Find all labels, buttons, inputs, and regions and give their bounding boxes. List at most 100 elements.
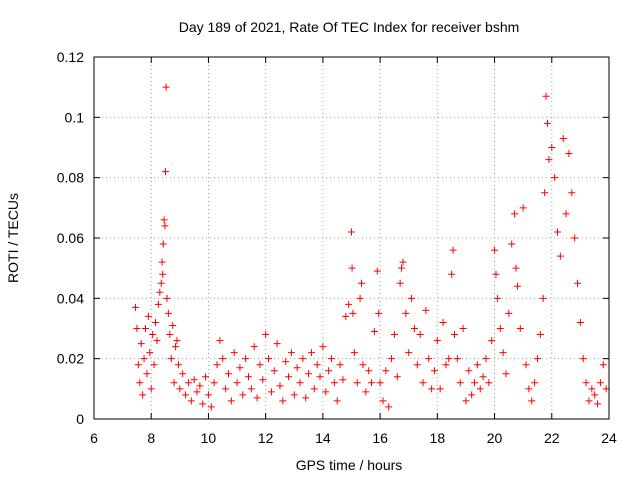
data-point bbox=[210, 379, 218, 387]
data-point bbox=[140, 355, 148, 363]
data-point bbox=[416, 331, 424, 339]
data-point bbox=[448, 270, 456, 278]
data-point bbox=[162, 83, 170, 91]
data-point bbox=[173, 337, 181, 345]
data-point bbox=[150, 361, 158, 369]
data-point bbox=[476, 385, 484, 393]
data-point bbox=[479, 373, 487, 381]
data-point bbox=[571, 234, 579, 242]
x-tick-label: 6 bbox=[90, 430, 98, 446]
data-point bbox=[139, 391, 147, 399]
data-point bbox=[596, 379, 604, 387]
data-point bbox=[493, 294, 501, 302]
data-point bbox=[166, 331, 174, 339]
data-point bbox=[436, 385, 444, 393]
data-point bbox=[356, 294, 364, 302]
data-point bbox=[325, 367, 333, 375]
x-tick-label: 16 bbox=[372, 430, 388, 446]
data-point bbox=[513, 282, 521, 290]
data-point bbox=[144, 312, 152, 320]
data-point bbox=[193, 388, 201, 396]
data-point bbox=[449, 246, 457, 254]
chart-title: Day 189 of 2021, Rate Of TEC Index for r… bbox=[179, 19, 520, 35]
data-point bbox=[485, 379, 493, 387]
data-point bbox=[459, 325, 467, 332]
data-point bbox=[245, 373, 252, 381]
data-point bbox=[273, 340, 281, 348]
data-point bbox=[236, 364, 244, 372]
data-point bbox=[525, 385, 533, 393]
data-point bbox=[556, 252, 564, 260]
data-point bbox=[505, 309, 513, 317]
data-point bbox=[199, 400, 207, 408]
data-point bbox=[388, 355, 396, 363]
data-point bbox=[502, 370, 510, 378]
data-point bbox=[339, 376, 347, 384]
data-point bbox=[599, 361, 607, 369]
data-point bbox=[362, 388, 370, 396]
data-point bbox=[536, 331, 544, 339]
data-point bbox=[179, 370, 187, 378]
data-point bbox=[160, 216, 168, 224]
data-point bbox=[174, 361, 182, 369]
data-point bbox=[316, 373, 324, 381]
data-point bbox=[299, 355, 307, 363]
data-point bbox=[162, 168, 170, 176]
data-point bbox=[390, 331, 398, 339]
data-point bbox=[202, 373, 210, 381]
data-point bbox=[551, 174, 559, 182]
data-point bbox=[408, 294, 416, 302]
data-point bbox=[164, 309, 172, 317]
data-point bbox=[419, 379, 427, 387]
y-tick-label: 0.08 bbox=[57, 170, 84, 186]
data-point bbox=[149, 331, 157, 339]
data-point bbox=[453, 355, 461, 363]
grid-lines bbox=[94, 57, 609, 419]
data-point bbox=[398, 264, 406, 272]
data-point bbox=[350, 349, 358, 357]
data-point bbox=[594, 400, 602, 408]
data-point bbox=[574, 279, 582, 287]
data-point bbox=[462, 397, 470, 405]
data-point bbox=[382, 367, 390, 375]
data-point bbox=[528, 397, 536, 405]
data-point bbox=[319, 343, 327, 351]
data-point bbox=[473, 361, 481, 369]
data-point bbox=[184, 379, 192, 387]
x-tick-label: 22 bbox=[544, 430, 560, 446]
data-point bbox=[359, 361, 367, 369]
data-point bbox=[365, 367, 373, 375]
data-point bbox=[146, 349, 154, 357]
data-point bbox=[399, 258, 407, 266]
data-point bbox=[516, 325, 524, 332]
data-point bbox=[533, 355, 541, 363]
x-tick-label: 10 bbox=[201, 430, 217, 446]
data-point bbox=[233, 379, 241, 387]
data-point bbox=[422, 306, 430, 314]
x-tick-label: 14 bbox=[315, 430, 331, 446]
data-point bbox=[207, 403, 215, 411]
data-point bbox=[336, 361, 344, 369]
data-point bbox=[313, 361, 321, 369]
data-point bbox=[161, 222, 169, 230]
y-tick-label: 0.02 bbox=[57, 351, 84, 367]
x-tick-label: 8 bbox=[147, 430, 155, 446]
data-point bbox=[492, 270, 500, 278]
data-point bbox=[433, 337, 441, 345]
y-axis-label: ROTI / TECUs bbox=[5, 193, 21, 283]
data-point bbox=[471, 379, 479, 387]
data-point bbox=[293, 364, 301, 372]
data-point bbox=[167, 355, 175, 363]
data-point bbox=[445, 355, 453, 363]
data-point bbox=[296, 379, 304, 387]
data-point bbox=[370, 328, 378, 336]
data-point bbox=[511, 210, 519, 218]
data-point bbox=[585, 397, 593, 405]
data-points bbox=[131, 83, 610, 411]
data-point bbox=[333, 397, 341, 405]
data-point bbox=[322, 388, 330, 396]
data-point bbox=[541, 189, 549, 197]
data-point bbox=[519, 204, 527, 212]
data-point bbox=[348, 228, 355, 236]
